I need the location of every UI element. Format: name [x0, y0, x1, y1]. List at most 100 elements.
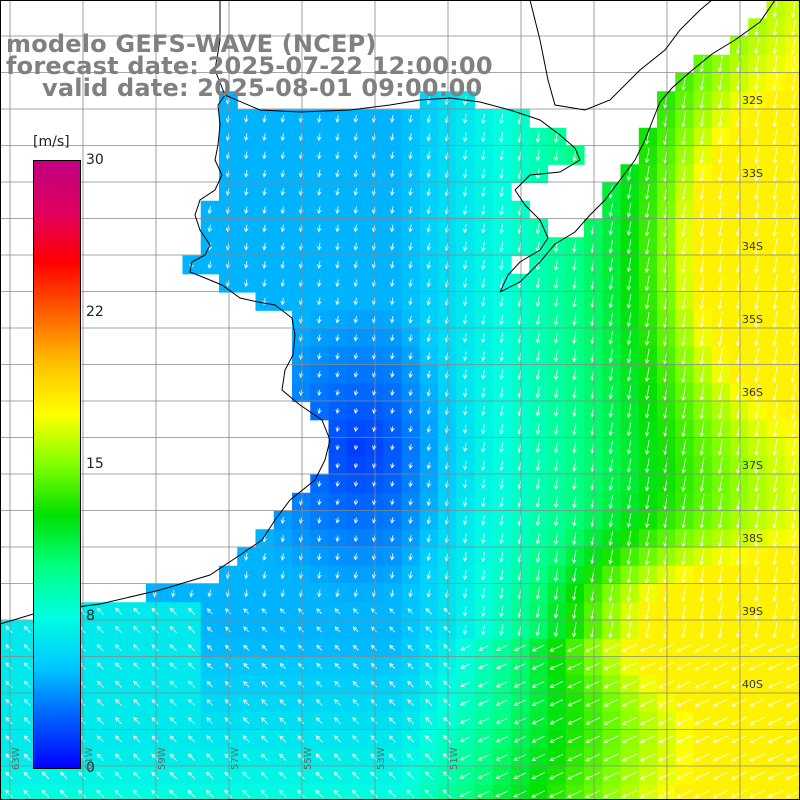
wind-arrow [114, 698, 123, 707]
wind-arrow [499, 533, 504, 545]
wind-arrow [262, 169, 267, 178]
wind-arrow [426, 407, 432, 415]
wind-arrow [731, 771, 747, 780]
wind-cell [784, 273, 800, 293]
wind-arrow [772, 74, 778, 91]
wind-arrow [772, 147, 778, 164]
wind-arrow [754, 347, 760, 365]
wind-cell [784, 237, 800, 257]
wind-arrow [681, 147, 687, 164]
wind-cell [784, 529, 800, 549]
wind-cell [784, 565, 800, 585]
wind-arrow [169, 625, 177, 634]
wind-arrow [317, 535, 322, 543]
wind-arrow [681, 110, 687, 128]
wind-arrow [717, 147, 723, 164]
wind-arrow [754, 220, 760, 237]
wind-cell [365, 784, 384, 800]
latitude-label: 36S [742, 386, 763, 399]
wind-arrow [280, 206, 286, 215]
wind-cell [146, 784, 165, 800]
wind-arrow [114, 662, 123, 670]
wind-arrow [60, 771, 68, 780]
wind-arrow [639, 680, 656, 689]
wind-arrow [535, 259, 541, 271]
wind-arrow [426, 498, 432, 507]
wind-arrow [572, 404, 577, 418]
wind-arrow [335, 169, 340, 178]
wind-arrow [699, 256, 705, 274]
wind-arrow [681, 548, 687, 566]
wind-arrow [443, 716, 451, 725]
colorbar [33, 160, 81, 769]
wind-arrow [133, 753, 141, 761]
wind-arrow [603, 644, 619, 652]
wind-arrow [279, 662, 286, 670]
wind-arrow [316, 662, 323, 670]
wind-arrow [352, 753, 360, 761]
wind-arrow [699, 183, 705, 201]
wind-arrow [206, 626, 213, 633]
wind-arrow [408, 260, 413, 270]
wind-arrow [169, 607, 177, 615]
wind-arrow [626, 367, 632, 382]
wind-arrow [603, 771, 619, 780]
wind-arrow [5, 789, 13, 798]
wind-arrow [754, 19, 760, 37]
wind-arrow [151, 789, 159, 798]
wind-arrow [790, 366, 796, 383]
wind-arrow [442, 789, 452, 799]
wind-arrow [626, 566, 632, 584]
wind-arrow [785, 772, 800, 780]
wind-arrow [499, 186, 504, 198]
wind-arrow [785, 790, 800, 798]
wind-arrow [388, 789, 397, 798]
wind-arrow [553, 350, 559, 363]
wind-arrow [477, 718, 489, 724]
wind-arrow [535, 550, 541, 564]
wind-arrow [608, 331, 614, 345]
wind-arrow [790, 439, 796, 456]
wind-arrow [352, 735, 360, 743]
wind-arrow [499, 113, 504, 125]
wind-arrow [626, 239, 632, 255]
wind-arrow [242, 771, 250, 780]
wind-arrow [297, 735, 305, 743]
wind-arrow [754, 329, 760, 347]
wind-arrow [462, 406, 468, 416]
wind-arrow [151, 698, 159, 707]
wind-arrow [262, 553, 267, 561]
wind-arrow [425, 607, 432, 615]
wind-arrow [371, 626, 377, 633]
wind-arrow [408, 297, 413, 306]
wind-arrow [371, 644, 377, 651]
wind-arrow [315, 699, 323, 706]
wind-arrow [408, 114, 413, 124]
colorbar-tick: 15 [86, 456, 104, 472]
wind-arrow [334, 626, 341, 633]
wind-arrow [390, 389, 395, 396]
wind-cell [784, 0, 800, 19]
wind-arrow [206, 699, 214, 706]
wind-arrow [626, 221, 632, 236]
wind-arrow [772, 55, 778, 73]
wind-arrow [390, 115, 395, 123]
wind-cell [346, 784, 366, 800]
wind-arrow [317, 115, 322, 123]
wind-arrow [334, 662, 341, 670]
wind-arrow [717, 548, 723, 566]
wind-arrow [352, 681, 359, 688]
wind-arrow [207, 206, 213, 215]
wind-arrow [459, 754, 471, 761]
wind-arrow [621, 717, 638, 725]
wind-arrow [694, 662, 711, 671]
wind-arrow [96, 607, 104, 615]
wind-cell [784, 310, 800, 330]
wind-arrow [644, 165, 650, 182]
wind-arrow [681, 220, 687, 237]
wind-arrow [224, 789, 232, 798]
wind-arrow [553, 532, 559, 546]
wind-arrow [335, 407, 340, 415]
wind-arrow [352, 644, 359, 651]
wind-arrow [317, 133, 322, 142]
